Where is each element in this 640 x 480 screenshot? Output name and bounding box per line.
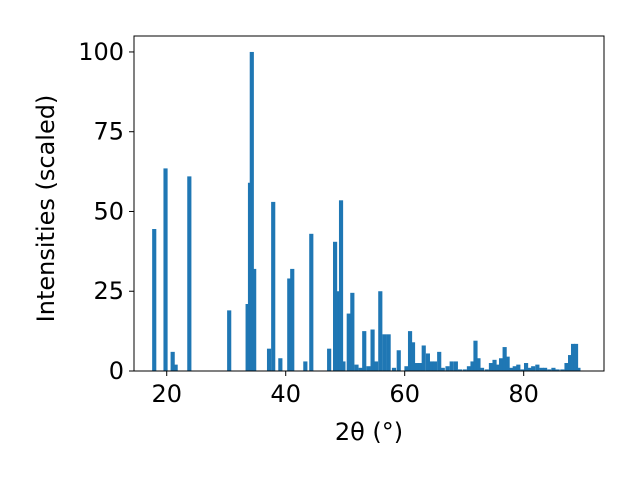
bar: [462, 369, 467, 371]
x-axis-ticks: 20 40 60 80: [151, 371, 539, 408]
bar: [391, 367, 397, 371]
x-tick-label: 60: [389, 380, 420, 408]
bar: [502, 347, 507, 371]
bar: [523, 363, 529, 371]
bar: [570, 343, 576, 371]
bars-group: [152, 51, 581, 371]
bar: [425, 353, 430, 371]
y-tick-label: 50: [93, 197, 124, 225]
bar: [341, 361, 346, 371]
bar: [573, 343, 579, 371]
bar: [539, 367, 544, 371]
y-axis-ticks: 0 25 50 75 100: [78, 38, 134, 385]
bar: [309, 233, 314, 371]
bar: [333, 241, 338, 371]
bar: [555, 369, 560, 371]
bar: [495, 364, 500, 371]
bar: [350, 292, 355, 371]
bar: [354, 364, 359, 371]
bar: [470, 361, 475, 371]
bar: [476, 358, 481, 371]
bar: [512, 366, 517, 371]
bar: [396, 350, 401, 371]
bar: [386, 334, 391, 371]
bar: [266, 348, 272, 371]
bar: [560, 369, 565, 371]
bar: [535, 364, 540, 371]
bar: [421, 345, 426, 371]
bar: [404, 366, 409, 371]
bar: [378, 291, 383, 371]
bar: [227, 310, 232, 371]
bar: [466, 366, 472, 371]
bar: [564, 363, 569, 371]
bar: [488, 363, 494, 371]
bar: [245, 304, 250, 371]
bar: [410, 342, 416, 371]
bar: [249, 51, 254, 371]
bar: [374, 361, 379, 371]
bar: [173, 364, 178, 371]
bar: [252, 268, 257, 371]
bar: [505, 356, 510, 371]
bar: [346, 313, 351, 371]
y-tick-label: 100: [78, 38, 124, 66]
bar: [568, 355, 573, 371]
bar: [516, 364, 521, 371]
bar: [303, 361, 308, 371]
bar: [492, 359, 497, 371]
bar: [498, 358, 504, 371]
bar: [440, 367, 445, 371]
bar: [547, 369, 552, 371]
bar: [453, 361, 458, 371]
bar: [457, 369, 463, 371]
bar: [327, 348, 332, 371]
bar: [509, 367, 514, 371]
x-tick-label: 20: [151, 380, 182, 408]
bar: [437, 351, 442, 371]
bar: [338, 200, 344, 371]
bar: [290, 268, 295, 371]
bar: [287, 278, 292, 371]
y-tick-label: 0: [109, 357, 124, 385]
y-tick-label: 75: [93, 118, 124, 146]
x-tick-label: 80: [508, 380, 539, 408]
bar: [187, 176, 192, 371]
bar: [382, 334, 387, 371]
bar: [152, 229, 157, 371]
bar: [362, 331, 367, 371]
x-tick-label: 40: [270, 380, 301, 408]
y-tick-label: 25: [93, 277, 124, 305]
bar: [449, 361, 454, 371]
bar: [370, 329, 375, 371]
bar: [407, 331, 413, 371]
bar: [527, 367, 532, 371]
bar: [278, 358, 283, 371]
bar: [473, 340, 478, 371]
bar: [551, 367, 556, 371]
bar: [418, 363, 423, 371]
x-axis-label: 2θ (°): [335, 418, 403, 446]
bar: [484, 369, 489, 371]
bar: [479, 367, 485, 371]
bar: [163, 168, 168, 371]
plot-frame: [133, 35, 605, 372]
bar: [170, 351, 175, 371]
bar: [358, 367, 363, 371]
bar: [414, 363, 419, 371]
bar: [531, 366, 536, 371]
bar: [429, 361, 434, 371]
bar: [366, 366, 371, 371]
bar: [520, 369, 525, 371]
bar: [432, 361, 438, 371]
bar: [335, 291, 340, 371]
y-axis-label: Intensities (scaled): [32, 95, 60, 323]
bar: [445, 366, 450, 371]
bar: [271, 201, 276, 371]
bar: [543, 367, 548, 371]
bar: [576, 367, 581, 371]
